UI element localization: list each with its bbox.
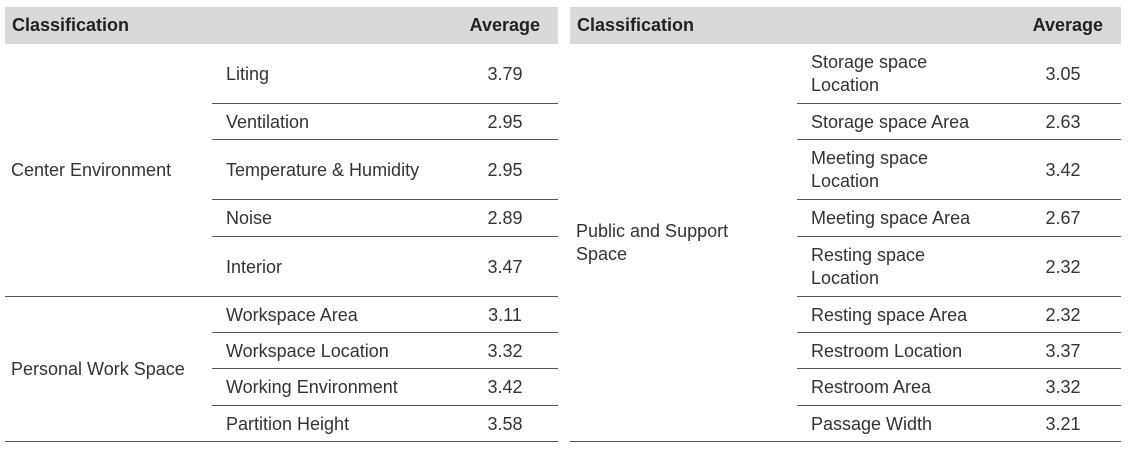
average: 2.95 bbox=[487, 159, 523, 180]
item: Storage space Area bbox=[811, 111, 970, 132]
average: 3.05 bbox=[1045, 63, 1081, 84]
average: 3.42 bbox=[487, 377, 523, 397]
average: 3.11 bbox=[488, 304, 522, 325]
classification: Center Environment bbox=[11, 160, 172, 180]
item: Restroom Location bbox=[811, 340, 963, 361]
item: Liting bbox=[226, 63, 270, 84]
group-border bbox=[5, 297, 558, 442]
row bbox=[797, 104, 1121, 140]
average: 3.42 bbox=[1045, 159, 1081, 180]
row bbox=[212, 297, 558, 333]
item: Restroom Area bbox=[811, 377, 932, 397]
average: 2.89 bbox=[487, 208, 523, 228]
average: 3.58 bbox=[487, 413, 523, 434]
average: 2.95 bbox=[487, 111, 523, 132]
classification: Public and Support Space bbox=[576, 221, 729, 264]
row bbox=[212, 333, 558, 369]
item: Meeting space Location bbox=[811, 148, 929, 191]
average: 3.32 bbox=[1045, 377, 1081, 397]
item: Interior bbox=[226, 256, 283, 277]
item: Passage Width bbox=[811, 413, 933, 434]
average: 3.37 bbox=[1045, 340, 1081, 361]
group-border bbox=[570, 44, 1121, 442]
row bbox=[797, 140, 1121, 200]
average: 2.32 bbox=[1045, 304, 1081, 325]
row bbox=[797, 237, 1121, 297]
item: Noise bbox=[226, 208, 273, 228]
item: Workspace Location bbox=[226, 340, 389, 361]
item: Ventilation bbox=[226, 111, 310, 132]
row bbox=[797, 44, 1121, 104]
average: 2.32 bbox=[1045, 256, 1081, 277]
average: 3.21 bbox=[1045, 413, 1081, 434]
item: Workspace Area bbox=[226, 304, 358, 325]
row bbox=[797, 297, 1121, 333]
item: Temperature & Humidity bbox=[226, 159, 420, 180]
header-average: Average bbox=[438, 7, 540, 44]
item: Meeting space Area bbox=[811, 208, 971, 228]
item: Working Environment bbox=[226, 377, 398, 397]
item: Resting space Location bbox=[811, 245, 926, 288]
row bbox=[797, 369, 1121, 406]
row bbox=[797, 200, 1121, 237]
average: 3.79 bbox=[487, 63, 523, 84]
item: Storage space Location bbox=[811, 52, 928, 95]
row bbox=[212, 140, 558, 200]
header-average: Average bbox=[1001, 7, 1103, 44]
average: 3.47 bbox=[487, 256, 523, 277]
row bbox=[212, 104, 558, 140]
row bbox=[212, 44, 558, 104]
header-classification: Classification bbox=[577, 7, 695, 44]
average: 3.32 bbox=[487, 340, 523, 361]
group-border bbox=[5, 44, 558, 297]
item: Partition Height bbox=[226, 413, 350, 434]
average: 2.63 bbox=[1045, 111, 1081, 132]
average: 2.67 bbox=[1045, 208, 1081, 228]
item: Resting space Area bbox=[811, 304, 968, 325]
row bbox=[212, 369, 558, 406]
header-classification: Classification bbox=[12, 7, 130, 44]
row bbox=[797, 333, 1121, 369]
row bbox=[212, 200, 558, 237]
classification: Personal Work Space bbox=[11, 359, 185, 379]
